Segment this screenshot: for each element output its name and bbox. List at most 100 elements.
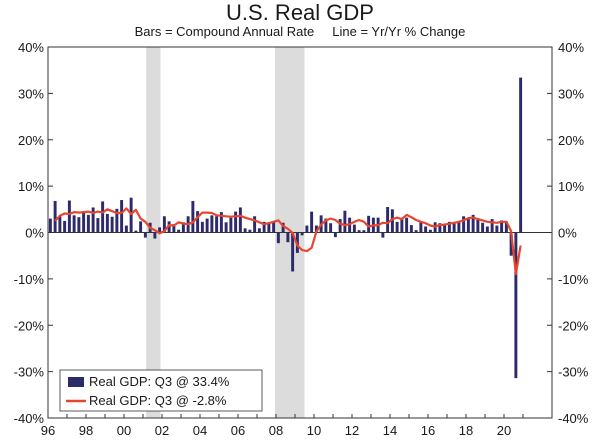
y-tick-label-right: 0%	[558, 226, 577, 241]
gdp-bar	[129, 197, 133, 233]
gdp-bar	[481, 222, 485, 233]
gdp-bar	[272, 220, 276, 233]
gdp-bar	[238, 207, 242, 233]
legend-bar-label: Real GDP: Q3 @ 33.4%	[89, 374, 230, 389]
x-tick-label: 14	[383, 423, 397, 438]
y-tick-label-left: 0%	[25, 226, 44, 241]
gdp-bar	[452, 222, 456, 233]
gdp-bar	[215, 216, 219, 233]
gdp-bar	[352, 224, 356, 233]
gdp-bar	[419, 221, 423, 233]
gdp-bar	[509, 232, 513, 256]
legend-box	[59, 369, 263, 412]
y-tick-label-left: -10%	[14, 272, 45, 287]
gdp-bar	[257, 228, 261, 233]
gdp-bar	[357, 230, 361, 233]
gdp-bar	[105, 213, 109, 233]
chart-subtitle: Bars = Compound Annual Rate Line = Yr/Yr…	[134, 24, 466, 39]
x-tick-label: 10	[307, 423, 321, 438]
gdp-bar	[82, 212, 86, 233]
gdp-bar	[485, 226, 489, 233]
gdp-bar	[414, 230, 418, 233]
gdp-bar	[500, 220, 504, 233]
gdp-bar	[72, 215, 76, 233]
gdp-bar	[262, 221, 266, 233]
x-tick-label: 08	[269, 423, 283, 438]
gdp-bar	[310, 211, 314, 233]
gdp-bar	[253, 216, 257, 233]
gdp-bar	[172, 224, 176, 233]
gdp-bar	[124, 225, 128, 233]
gdp-bar	[139, 221, 143, 233]
gdp-bar	[276, 232, 280, 244]
x-tick-label: 12	[345, 423, 359, 438]
gdp-bar	[300, 232, 304, 236]
legend-line-label: Real GDP: Q3 @ -2.8%	[89, 393, 227, 408]
gdp-bar	[457, 220, 461, 233]
gdp-bar	[101, 201, 105, 233]
gdp-bar	[476, 219, 480, 233]
gdp-bar	[91, 207, 95, 233]
y-tick-label-right: -40%	[558, 411, 589, 426]
x-tick-label: 16	[421, 423, 435, 438]
gdp-bar	[424, 226, 428, 233]
gdp-bar	[243, 228, 247, 233]
gdp-bar	[177, 229, 181, 233]
gdp-bar	[96, 218, 100, 233]
gdp-bar	[229, 217, 233, 233]
gdp-bar	[115, 208, 119, 233]
gdp-bar	[191, 200, 195, 233]
gdp-bar	[438, 223, 442, 233]
gdp-bar	[181, 222, 185, 233]
gdp-bar	[210, 215, 214, 233]
x-tick-label: 02	[155, 423, 169, 438]
gdp-bar	[405, 217, 409, 233]
x-tick-label: 00	[117, 423, 131, 438]
gdp-bar	[63, 220, 67, 233]
y-tick-label-right: 40%	[558, 40, 584, 55]
gdp-bar	[224, 222, 228, 233]
x-tick-label: 04	[193, 423, 207, 438]
gdp-bar	[400, 217, 404, 233]
gdp-bar	[305, 225, 309, 233]
gdp-bar	[286, 232, 290, 243]
gdp-bar	[362, 230, 366, 233]
gdp-bar	[329, 223, 333, 233]
y-tick-label-right: 30%	[558, 86, 584, 101]
gdp-bar	[110, 216, 114, 233]
gdp-bar	[381, 232, 385, 238]
x-tick-label: 98	[79, 423, 93, 438]
chart-title: U.S. Real GDP	[226, 0, 374, 25]
gdp-bar	[200, 221, 204, 233]
gdp-bar	[162, 216, 166, 233]
legend-bar-swatch	[68, 377, 84, 387]
gdp-bar	[291, 232, 295, 272]
y-tick-label-left: -40%	[14, 411, 45, 426]
gdp-bar	[205, 218, 209, 233]
gdp-bar	[324, 218, 328, 233]
gdp-bar	[53, 200, 57, 233]
x-tick-label: 18	[459, 423, 473, 438]
gdp-bar	[134, 230, 138, 233]
gdp-bar	[333, 232, 337, 238]
gdp-bar	[514, 232, 518, 379]
y-tick-label-left: 30%	[18, 86, 44, 101]
gdp-bar	[428, 229, 432, 233]
gdp-bar	[390, 209, 394, 233]
y-tick-label-left: 40%	[18, 40, 44, 55]
gdp-bar	[158, 227, 162, 233]
gdp-bar	[386, 206, 390, 233]
gdp-bar	[234, 211, 238, 233]
gdp-bar	[281, 222, 285, 233]
y-tick-label-left: 20%	[18, 133, 44, 148]
gdp-bar	[462, 216, 466, 233]
y-tick-label-right: 20%	[558, 133, 584, 148]
y-tick-label-right: -10%	[558, 272, 589, 287]
x-tick-label: 20	[497, 423, 511, 438]
gdp-bar	[143, 232, 147, 238]
gdp-bar	[490, 219, 494, 233]
yoy-line	[54, 207, 522, 276]
gdp-bar	[267, 222, 271, 233]
gdp-bar	[248, 229, 252, 233]
